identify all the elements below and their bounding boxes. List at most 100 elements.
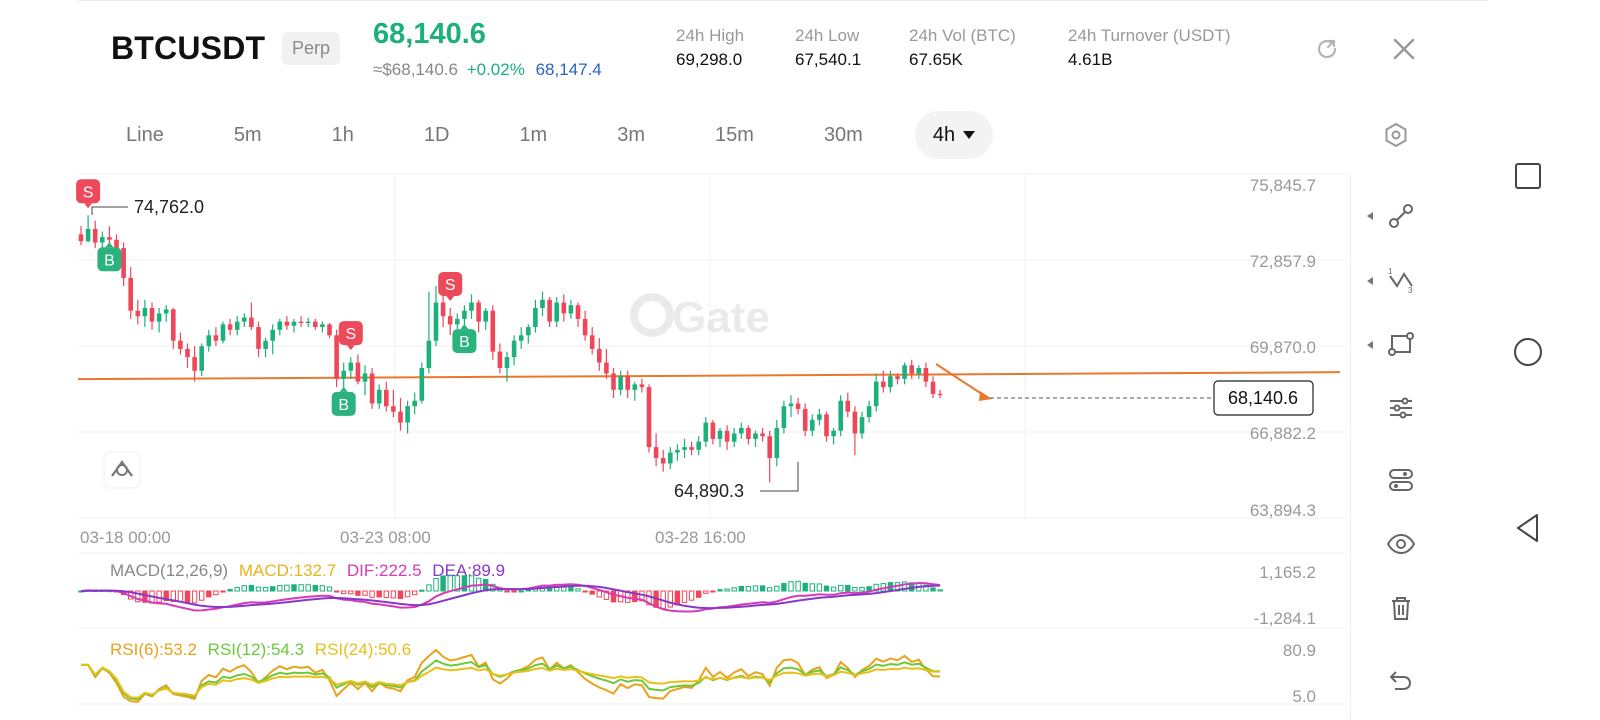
- candle: [639, 378, 645, 393]
- expand-arrow-icon[interactable]: [1367, 277, 1373, 285]
- candle: [923, 362, 929, 388]
- candles: [78, 215, 943, 483]
- perp-badge: Perp: [282, 32, 341, 65]
- tab-4h[interactable]: 4h: [914, 111, 994, 159]
- chart-settings-icon[interactable]: [1381, 120, 1411, 150]
- candle: [206, 329, 212, 352]
- tab-30m[interactable]: 30m: [806, 111, 881, 159]
- tab-label: Line: [126, 123, 164, 146]
- candle: [327, 322, 332, 338]
- candle: [171, 307, 176, 349]
- candle: [817, 408, 822, 426]
- trend-arrow[interactable]: [935, 363, 992, 401]
- candle: [774, 419, 780, 467]
- price-chart[interactable]: Gate 75,845.7 72,857.9 69,870.0 66,882.2…: [0, 0, 1350, 720]
- candle: [149, 302, 155, 330]
- candle: [249, 302, 254, 330]
- candle: [760, 428, 765, 442]
- tab-15m[interactable]: 15m: [697, 111, 772, 159]
- candle: [192, 346, 197, 382]
- candle: [646, 384, 652, 453]
- candle: [348, 357, 354, 379]
- tab-1d[interactable]: 1D: [406, 111, 468, 159]
- candle: [497, 343, 503, 374]
- candle: [121, 242, 126, 287]
- candle: [256, 321, 261, 358]
- chevron-down-icon: [963, 131, 976, 139]
- eye-icon[interactable]: [1385, 528, 1417, 560]
- candle: [135, 299, 141, 325]
- candle: [859, 411, 865, 439]
- settings-sliders-icon[interactable]: [1385, 392, 1417, 424]
- candle: [376, 384, 382, 409]
- shape-tool-icon[interactable]: [1385, 328, 1417, 360]
- candle: [362, 365, 368, 396]
- expand-arrow-icon[interactable]: [1367, 212, 1373, 220]
- tab-1m[interactable]: 1m: [501, 111, 565, 159]
- y-tick: 72,857.9: [1250, 252, 1316, 271]
- buy-signal-badge[interactable]: B: [331, 386, 356, 416]
- back-triangle-icon[interactable]: [1510, 510, 1546, 546]
- trade-signals: S B B S S B: [76, 179, 477, 416]
- candle: [426, 291, 432, 374]
- expand-arrow-icon[interactable]: [1367, 341, 1373, 349]
- close-icon[interactable]: [1389, 34, 1419, 64]
- sell-signal-badge[interactable]: S: [76, 179, 101, 209]
- candle: [469, 294, 474, 319]
- svg-text:1: 1: [1388, 267, 1393, 276]
- candle: [916, 365, 922, 379]
- candle: [788, 395, 794, 418]
- watermark-text: Gate: [672, 293, 770, 342]
- tab-5m[interactable]: 5m: [216, 111, 280, 159]
- tab-3m[interactable]: 3m: [599, 111, 663, 159]
- candle: [92, 220, 98, 248]
- rsi-axis-top: 80.9: [1283, 641, 1316, 660]
- last-price: 68,140.6: [373, 18, 486, 50]
- trash-icon[interactable]: [1385, 592, 1417, 624]
- candle: [589, 327, 595, 355]
- candle: [902, 362, 907, 385]
- trend-line-tool-icon[interactable]: [1385, 200, 1417, 232]
- candle: [447, 307, 453, 336]
- candle: [234, 316, 240, 336]
- macd-label: MACD(12,26,9): [110, 561, 228, 580]
- candle: [618, 370, 623, 396]
- candle: [717, 428, 723, 448]
- sell-signal-badge[interactable]: S: [438, 271, 463, 301]
- buy-signal-badge[interactable]: B: [97, 242, 122, 272]
- layers-icon[interactable]: [1385, 464, 1417, 496]
- chart-mode-icon[interactable]: [103, 451, 141, 489]
- circle-icon[interactable]: [1510, 334, 1546, 370]
- sell-signal-badge[interactable]: S: [338, 321, 363, 351]
- candle: [277, 318, 283, 336]
- buy-signal-badge[interactable]: B: [452, 324, 477, 354]
- candle: [128, 267, 133, 319]
- candle: [675, 444, 680, 461]
- refresh-icon[interactable]: [1312, 34, 1342, 64]
- stat-label: 24h High: [676, 26, 745, 45]
- candle: [291, 318, 297, 333]
- horizontal-trend-line[interactable]: [77, 371, 1341, 381]
- x-tick: 03-18 00:00: [80, 528, 171, 547]
- usd-price: ≈$68,140.6: [373, 60, 458, 79]
- stat-volume: 24h Vol (BTC) 67.65K: [909, 26, 1016, 70]
- candle: [575, 302, 581, 328]
- stat-label: 24h Vol (BTC): [909, 26, 1016, 45]
- subprice-row: ≈$68,140.6 +0.02% 68,147.4: [373, 60, 602, 80]
- candle: [398, 398, 403, 431]
- candle: [795, 398, 801, 415]
- candle: [263, 337, 268, 358]
- price-change: +0.02%: [466, 60, 525, 79]
- candle: [355, 354, 361, 385]
- candle: [242, 313, 247, 328]
- undo-icon[interactable]: [1385, 664, 1417, 696]
- tab-label: 1m: [519, 123, 548, 146]
- timeframe-tabs: Line 5m 1h 1D 1m 3m 15m 30m 4h: [108, 110, 1027, 160]
- tab-label: 3m: [617, 123, 646, 146]
- square-icon[interactable]: [1510, 158, 1546, 194]
- candle: [824, 411, 829, 442]
- tab-line[interactable]: Line: [108, 111, 182, 159]
- y-tick: 69,870.0: [1250, 338, 1316, 357]
- tab-1h[interactable]: 1h: [314, 111, 372, 159]
